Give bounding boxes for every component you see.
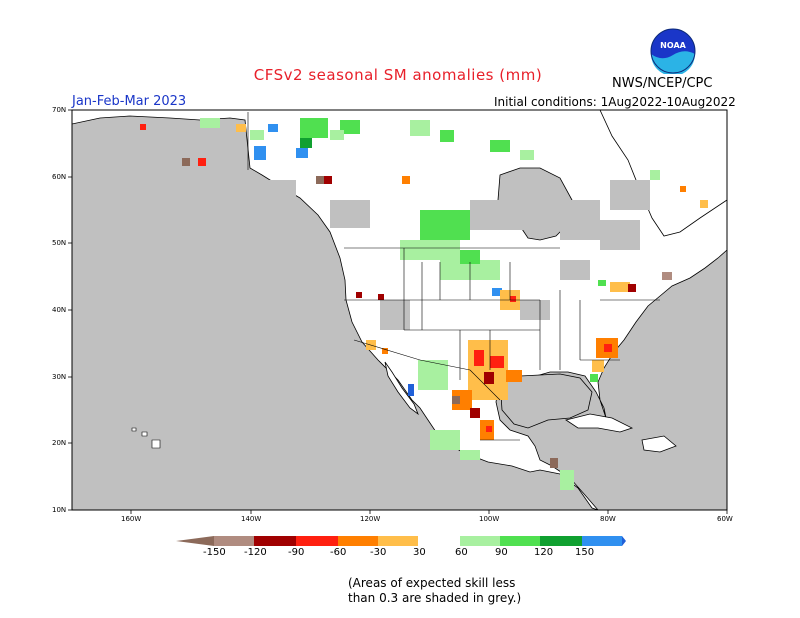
colorbar-label: 60 xyxy=(455,547,468,558)
colorbar-label: -60 xyxy=(330,547,347,558)
land-greenland xyxy=(599,110,727,237)
map-title: CFSv2 seasonal SM anomalies (mm) xyxy=(253,66,543,84)
colorbar-label: -120 xyxy=(244,547,267,558)
lat-label: 10N xyxy=(52,506,67,514)
lat-label: 70N xyxy=(52,106,67,114)
lat-label: 40N xyxy=(52,306,67,314)
colorbar-label: 120 xyxy=(534,547,554,558)
lon-label: 100W xyxy=(479,515,500,523)
lat-label: 30N xyxy=(52,373,67,381)
initial-conditions-label: Initial conditions: 1Aug2022-10Aug2022 xyxy=(494,95,736,109)
lon-label: 160W xyxy=(121,515,142,523)
lat-label: 50N xyxy=(52,239,67,247)
colorbar xyxy=(176,536,626,546)
lat-label: 20N xyxy=(52,439,67,447)
land-hawaii xyxy=(131,427,161,449)
axis-ticks xyxy=(68,109,728,514)
colorbar-label: 150 xyxy=(575,547,595,558)
gulf-of-mexico xyxy=(499,373,593,429)
agency-label: NWS/NCEP/CPC xyxy=(612,76,713,91)
land-hispaniola xyxy=(641,435,677,453)
anomaly-cells xyxy=(140,118,708,490)
lon-label: 120W xyxy=(360,515,381,523)
skill-note-line2: than 0.3 are shaded in grey.) xyxy=(348,591,522,605)
colorbar-label: -30 xyxy=(370,547,387,558)
skill-note-line1: (Areas of expected skill less xyxy=(348,576,516,590)
season-label: Jan-Feb-Mar 2023 xyxy=(72,94,187,109)
land-cuba xyxy=(565,413,634,433)
low-skill-areas xyxy=(100,150,650,330)
lon-label: 80W xyxy=(600,515,616,523)
colorbar-label: -90 xyxy=(288,547,305,558)
noaa-logo: NOAA xyxy=(650,28,696,74)
lon-label: 140W xyxy=(241,515,262,523)
lon-label: 60W xyxy=(717,515,733,523)
lat-label: 60N xyxy=(52,173,67,181)
land-baja xyxy=(384,361,419,416)
colorbar-label: -150 xyxy=(203,547,226,558)
political-borders xyxy=(247,112,660,441)
colorbar-right-arrow xyxy=(622,536,626,546)
colorbar-label: 30 xyxy=(413,547,426,558)
colorbar-left-arrow xyxy=(176,536,214,546)
noaa-logo-text: NOAA xyxy=(660,41,686,50)
colorbar-label: 90 xyxy=(495,547,508,558)
